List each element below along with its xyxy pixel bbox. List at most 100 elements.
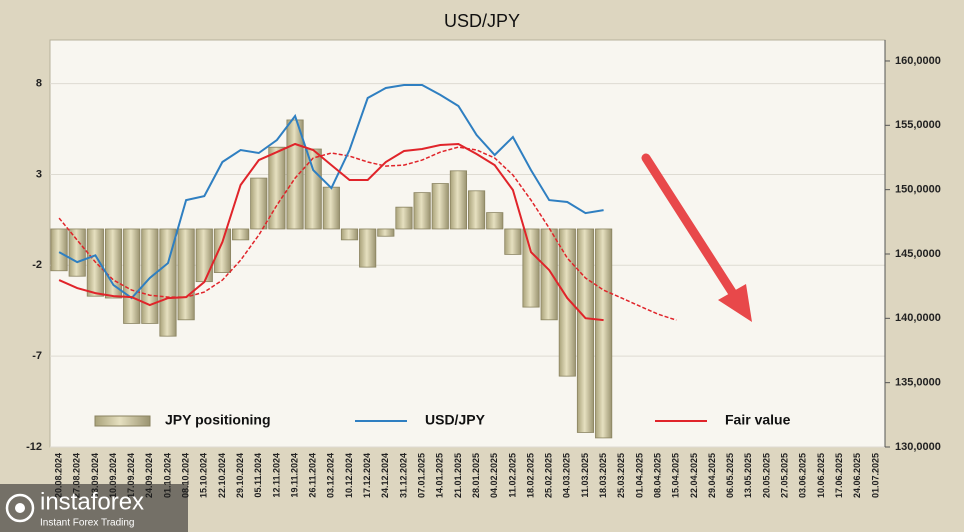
legend-label: Fair value: [725, 412, 791, 428]
x-tick-label: 22.04.2025: [689, 453, 699, 498]
bar: [141, 228, 159, 324]
y-tick-label: -2: [32, 259, 42, 271]
x-tick-label: 15.04.2025: [671, 453, 681, 498]
x-tick-label: 15.10.2024: [199, 453, 209, 498]
arrow-head: [718, 284, 752, 322]
bar: [504, 228, 522, 255]
x-tick-label: 24.12.2024: [380, 453, 390, 498]
x-tick-label: 10.06.2025: [816, 453, 826, 498]
bar: [522, 228, 540, 308]
bar: [377, 228, 395, 237]
bar: [359, 228, 377, 268]
legend-label: JPY positioning: [165, 412, 271, 428]
x-tick-label: 07.01.2025: [416, 453, 426, 498]
x-tick-label: 29.10.2024: [235, 453, 245, 498]
line: [58, 142, 604, 322]
x-tick-label: 27.05.2025: [780, 453, 790, 498]
chart-title: USD/JPY: [444, 11, 520, 31]
watermark-bg: [0, 484, 188, 532]
bar: [68, 228, 86, 277]
y2-tick-label: 145,0000: [895, 248, 941, 260]
x-tick-label: 11.02.2025: [507, 453, 517, 498]
y2-tick-label: 135,0000: [895, 377, 941, 389]
bar: [304, 148, 322, 230]
x-tick-label: 03.06.2025: [798, 453, 808, 498]
bar: [50, 228, 68, 272]
bar: [322, 186, 340, 230]
bar: [340, 228, 359, 241]
x-tick-label: 24.09.2024: [144, 453, 154, 498]
x-tick-label: 20.05.2025: [761, 453, 771, 498]
bar: [449, 170, 467, 230]
x-tick-label: 28.01.2025: [471, 453, 481, 498]
y2-tick-label: 140,0000: [895, 312, 941, 324]
x-tick-label: 03.09.2024: [90, 453, 100, 498]
trend-arrow: [641, 153, 752, 322]
bar: [177, 228, 195, 321]
x-tick-label: 01.04.2025: [634, 453, 644, 498]
y2-tick-label: 155,0000: [895, 119, 941, 131]
bar: [213, 228, 232, 273]
x-tick-label: 06.05.2025: [725, 453, 735, 498]
bar: [104, 228, 123, 299]
x-tick-label: 12.11.2024: [271, 453, 281, 498]
x-tick-label: 13.05.2025: [743, 453, 753, 498]
bar: [159, 228, 177, 337]
x-tick-label: 18.02.2025: [525, 453, 535, 498]
bar: [413, 192, 431, 230]
bar: [286, 119, 304, 230]
x-tick-label: 25.03.2025: [616, 453, 626, 498]
arrow-shaft: [641, 153, 737, 297]
watermark-icon: [5, 493, 35, 523]
x-tick-label: 22.10.2024: [217, 453, 227, 498]
x-tick-label: 26.11.2024: [308, 453, 318, 498]
x-tick-label: 25.02.2025: [544, 453, 554, 498]
x-tick-label: 05.11.2024: [253, 453, 263, 498]
y2-tick-label: 150,0000: [895, 184, 941, 196]
legend-label: USD/JPY: [425, 412, 486, 428]
x-tick-label: 17.12.2024: [362, 453, 372, 498]
x-tick-label: 21.01.2025: [453, 453, 463, 498]
bar: [268, 146, 286, 230]
x-tick-label: 27.08.2024: [72, 453, 82, 498]
watermark: instaforex Instant Forex Trading: [0, 484, 188, 532]
x-tick-label: 14.01.2025: [435, 453, 445, 498]
x-tick-label: 24.06.2025: [852, 453, 862, 498]
bar: [468, 190, 486, 230]
x-tick-label: 19.11.2024: [289, 453, 299, 498]
x-tick-label: 04.03.2025: [562, 453, 572, 498]
x-tick-label: 11.03.2025: [580, 453, 590, 498]
bar: [250, 177, 268, 230]
bar: [431, 183, 449, 230]
x-tick-label: 08.04.2025: [652, 453, 662, 498]
x-tick-label: 17.09.2024: [126, 453, 136, 498]
x-tick-label: 18.03.2025: [598, 453, 608, 498]
bar: [558, 228, 576, 377]
line: [58, 84, 604, 300]
y2-tick-label: 160,0000: [895, 55, 941, 67]
legend-swatch: [94, 415, 151, 427]
x-tick-label: 29.04.2025: [707, 453, 717, 498]
bar: [486, 212, 504, 230]
bar: [576, 228, 595, 433]
marks: -12 -7 -2 3 8 130,0000 135,0000 140,0000 145,000…: [26, 40, 941, 498]
bar: [540, 228, 558, 321]
x-tick-label: 31.12.2024: [398, 453, 408, 498]
y-tick-label: 3: [36, 168, 42, 180]
y-tick-label: -12: [26, 441, 42, 453]
watermark-tagline: Instant Forex Trading: [40, 518, 135, 529]
x-tick-label: 04.02.2025: [489, 453, 499, 498]
watermark-icon: [15, 503, 25, 513]
x-tick-label: 20.08.2024: [53, 453, 63, 498]
x-tick-label: 01.10.2024: [162, 453, 172, 498]
dashed-line: [58, 146, 677, 321]
x-tick-label: 08.10.2024: [181, 453, 191, 498]
x-tick-label: 10.09.2024: [108, 453, 118, 498]
watermark-brand: instaforex: [40, 488, 144, 515]
x-tick-label: 03.12.2024: [326, 453, 336, 498]
y2-tick-label: 130,0000: [895, 441, 941, 453]
y-tick-label: -7: [32, 350, 42, 362]
x-tick-label: 01.07.2025: [870, 453, 880, 498]
